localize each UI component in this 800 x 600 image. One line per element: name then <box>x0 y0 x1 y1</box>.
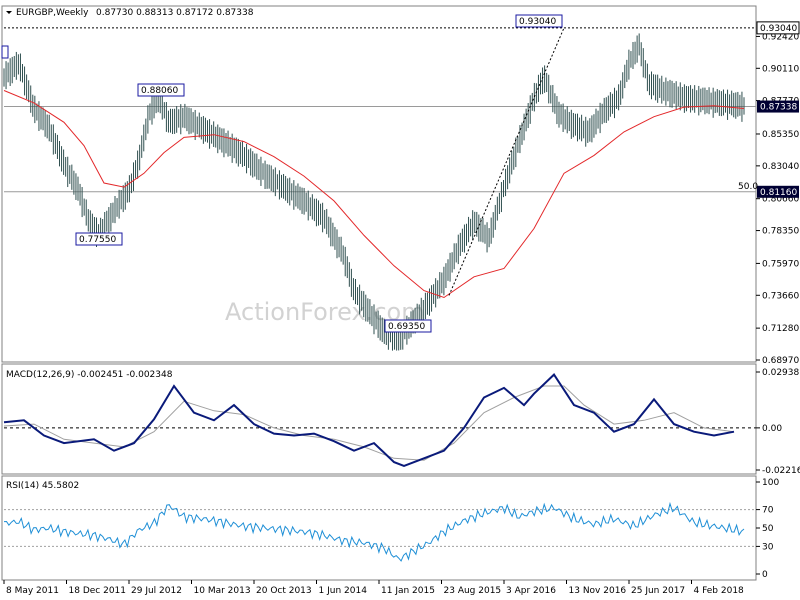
x-tick-label: 20 Oct 2013 <box>256 586 312 596</box>
rsi-y-tick-label: 0 <box>762 570 768 580</box>
rsi-line <box>3 501 745 562</box>
price-y-tick-label: 0.71280 <box>762 324 799 334</box>
price-hline-label: 0.87338 <box>760 103 797 113</box>
rsi-label: RSI(14) 45.5802 <box>6 481 79 491</box>
left-edge-annotation <box>1 45 9 59</box>
price-hline-badge <box>757 185 799 198</box>
price-annotation-box <box>384 319 432 333</box>
rsi-panel <box>1 475 757 581</box>
symbol-dropdown-icon[interactable] <box>6 11 12 14</box>
price-annotation-label: 0.93040 <box>519 17 556 27</box>
price-y-tick-label: 0.80660 <box>762 195 799 205</box>
macd-label: MACD(12,26,9) -0.002451 -0.002348 <box>6 370 173 380</box>
x-tick-label: 4 Feb 2018 <box>694 586 745 596</box>
price-annotation-box <box>75 232 123 246</box>
x-tick-label: 3 Apr 2016 <box>506 586 556 596</box>
price-y-tick-label: 0.83040 <box>762 162 799 172</box>
price-y-tick-label: 0.78350 <box>762 227 799 237</box>
x-tick-label: 10 Mar 2013 <box>194 586 251 596</box>
x-tick-label: 8 May 2011 <box>6 586 59 596</box>
rsi-y-tick-label: 30 <box>762 542 774 552</box>
macd-y-tick-label: 0.00 <box>762 424 782 434</box>
price-y-tick-label: 0.68970 <box>762 356 799 366</box>
price-y-tick-label: 0.85350 <box>762 130 799 140</box>
price-annotation-box <box>137 83 185 97</box>
price-annotation-label: 0.77550 <box>79 235 116 245</box>
price-annotation-label: 0.69350 <box>388 322 425 332</box>
rsi-y-tick-label: 100 <box>762 478 779 488</box>
price-y-tick-label: 0.92420 <box>762 32 799 42</box>
price-annotation-box <box>515 14 563 28</box>
trendline <box>448 27 565 296</box>
ohlc-values: 0.87730 0.88313 0.87172 0.87338 <box>96 8 254 18</box>
price-y-tick-label: 0.75970 <box>762 259 799 269</box>
price-hline-badge <box>757 100 799 113</box>
moving-average-line <box>3 90 745 299</box>
x-tick-label: 13 Nov 2016 <box>569 586 627 596</box>
macd-panel <box>1 363 757 475</box>
x-tick-label: 11 Jan 2015 <box>381 586 435 596</box>
macd-y-tick-label: 0.029387 <box>762 368 800 378</box>
x-tick-label: 1 Jun 2014 <box>319 586 368 596</box>
price-y-tick-label: 0.90110 <box>762 64 799 74</box>
price-hline-label: 0.93040 <box>760 24 797 34</box>
price-hline-badge <box>756 21 800 35</box>
x-tick-label: 23 Aug 2015 <box>444 586 502 596</box>
price-y-tick-label: 0.73660 <box>762 291 799 301</box>
price-hline-label: 0.81160 <box>760 188 797 198</box>
price-annotation-label: 0.88060 <box>141 86 178 96</box>
macd-line <box>3 373 735 467</box>
x-tick-label: 18 Dec 2011 <box>69 586 127 596</box>
symbol-label: EURGBP,Weekly <box>16 8 89 18</box>
x-tick-label: 25 Jun 2017 <box>631 586 685 596</box>
rsi-y-tick-label: 50 <box>762 524 774 534</box>
rsi-y-tick-label: 70 <box>762 506 774 516</box>
fib-level-label: 50.0 <box>738 182 758 192</box>
x-tick-label: 29 Jul 2012 <box>131 586 182 596</box>
